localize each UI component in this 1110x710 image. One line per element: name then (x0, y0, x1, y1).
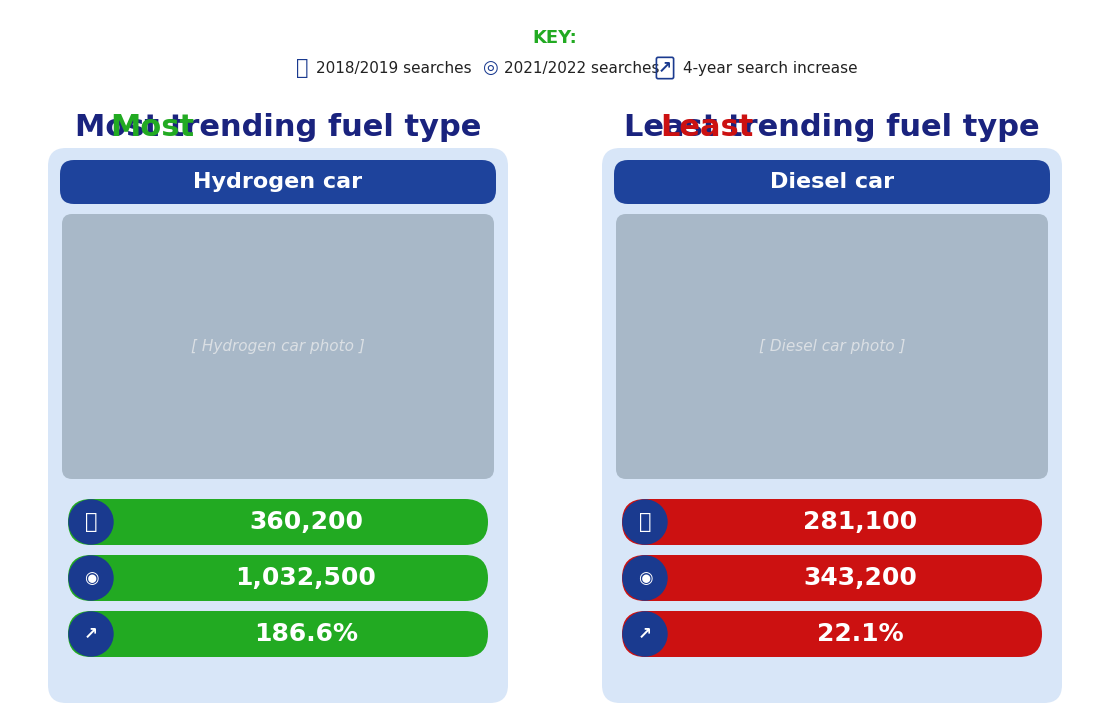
FancyBboxPatch shape (68, 611, 488, 657)
Text: [ Diesel car photo ]: [ Diesel car photo ] (759, 339, 906, 354)
Text: Hydrogen car: Hydrogen car (193, 172, 363, 192)
FancyBboxPatch shape (614, 160, 1050, 204)
Text: 186.6%: 186.6% (254, 622, 359, 646)
Circle shape (623, 612, 667, 656)
Text: ⌕: ⌕ (84, 512, 98, 532)
Text: ◉: ◉ (638, 569, 653, 587)
Text: Least: Least (660, 114, 754, 143)
Text: ◉: ◉ (83, 569, 99, 587)
Text: Most: Most (111, 114, 194, 143)
FancyBboxPatch shape (622, 611, 1042, 657)
FancyBboxPatch shape (48, 148, 508, 703)
Text: ↗: ↗ (638, 625, 652, 643)
Text: 2021/2022 searches: 2021/2022 searches (504, 60, 659, 75)
Text: [ Hydrogen car photo ]: [ Hydrogen car photo ] (191, 339, 365, 354)
FancyBboxPatch shape (622, 499, 1042, 545)
FancyBboxPatch shape (60, 160, 496, 204)
FancyBboxPatch shape (616, 214, 1048, 479)
Text: KEY:: KEY: (533, 29, 577, 47)
Text: ⌕: ⌕ (638, 512, 652, 532)
FancyBboxPatch shape (62, 214, 494, 479)
Text: ◎: ◎ (482, 59, 498, 77)
Text: 4-year search increase: 4-year search increase (683, 60, 858, 75)
FancyBboxPatch shape (602, 148, 1062, 703)
Circle shape (69, 612, 113, 656)
Text: Least trending fuel type: Least trending fuel type (624, 114, 1040, 143)
FancyBboxPatch shape (622, 555, 1042, 601)
Text: 281,100: 281,100 (803, 510, 917, 534)
Text: Diesel car: Diesel car (770, 172, 894, 192)
FancyBboxPatch shape (68, 499, 488, 545)
Text: 2018/2019 searches: 2018/2019 searches (316, 60, 472, 75)
Text: 1,032,500: 1,032,500 (235, 566, 376, 590)
Text: ⌕: ⌕ (295, 58, 309, 78)
Text: 343,200: 343,200 (803, 566, 917, 590)
Circle shape (69, 500, 113, 544)
Text: ↗: ↗ (658, 59, 672, 77)
FancyBboxPatch shape (68, 555, 488, 601)
Circle shape (623, 500, 667, 544)
Text: 360,200: 360,200 (249, 510, 363, 534)
Text: ↗: ↗ (84, 625, 98, 643)
Circle shape (623, 556, 667, 600)
Circle shape (69, 556, 113, 600)
Text: Most trending fuel type: Most trending fuel type (74, 114, 482, 143)
Text: 22.1%: 22.1% (817, 622, 904, 646)
